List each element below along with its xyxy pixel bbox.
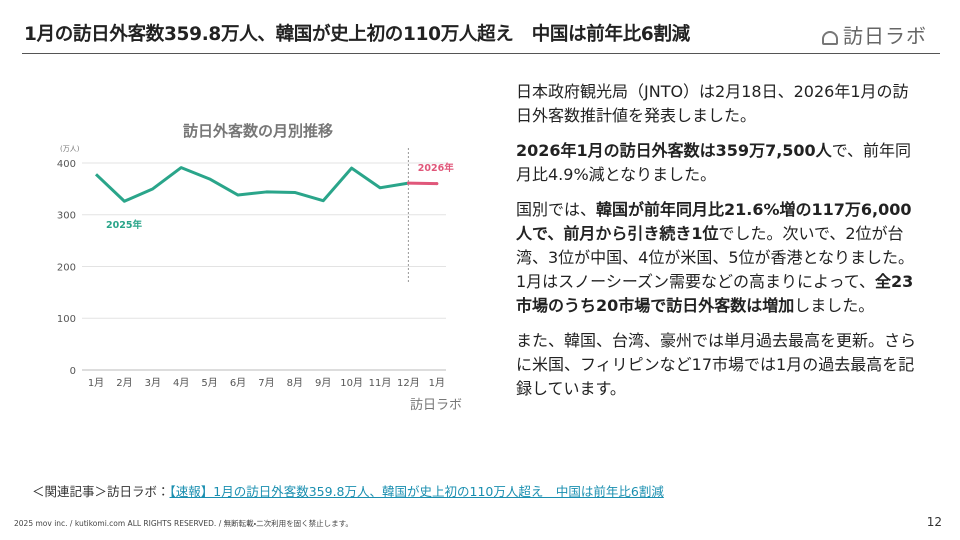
x-tick-label: 4月 [173, 377, 189, 389]
x-tick-label: 12月 [397, 377, 420, 389]
brand-logo: 訪日ラボ [822, 20, 927, 49]
x-tick-label: 7月 [258, 377, 274, 389]
text-run: 日本政府観光局（JNTO）は2月18日、2026年1月の訪日外客数推計値を発表し… [516, 82, 909, 125]
bold-text: 全23市場のうち20市場で訪日外客数は増加 [516, 272, 914, 315]
slide-title: 1月の訪日外客数359.8万人、韓国が史上初の110万人超え 中国は前年比6割減 [24, 24, 690, 45]
y-tick-label: 300 [57, 211, 76, 222]
y-tick-label: 400 [57, 159, 76, 170]
x-tick-label: 5月 [201, 377, 217, 389]
paragraph: 2026年1月の訪日外客数は359万7,500人で、前年同月比4.9%減となりま… [516, 139, 920, 187]
paragraph: また、韓国、台湾、豪州では単月過去最高を更新。さらに米国、フィリピンなど17市場… [516, 329, 920, 401]
title-rule [22, 53, 940, 54]
related-label: ＜関連記事＞訪日ラボ： [32, 484, 170, 499]
x-tick-label: 1月 [88, 377, 104, 389]
y-tick-label: 100 [57, 314, 76, 325]
chart: 訪日外客数の月別推移 (万人) 訪日ラボ 0 100 200 300 400 1月 2月 3月… [57, 122, 462, 413]
text-run: しました。 [794, 296, 875, 315]
body-text: 日本政府観光局（JNTO）は2月18日、2026年1月の訪日外客数推計値を発表し… [516, 80, 920, 412]
y-unit: (万人) [60, 145, 80, 153]
x-tick-label: 10月 [340, 377, 363, 389]
logo-icon [822, 31, 838, 45]
text-run: でした。次いで、2位が台湾、3位が中国、4位が米国、5位が香港となりました。1月… [516, 224, 915, 291]
x-tick-label: 3月 [145, 377, 161, 389]
y-tick-label: 200 [57, 262, 76, 273]
series-label: 2026年 [418, 162, 454, 174]
text-run: また、韓国、台湾、豪州では単月過去最高を更新。さらに米国、フィリピンなど17市場… [516, 331, 917, 398]
series-point [435, 182, 439, 186]
series-label: 2025年 [106, 219, 142, 231]
x-tick-label: 11月 [369, 377, 392, 389]
paragraph: 日本政府観光局（JNTO）は2月18日、2026年1月の訪日外客数推計値を発表し… [516, 80, 920, 128]
text-run: 国別では、 [516, 200, 597, 219]
series-connector [406, 181, 439, 186]
paragraph: 国別では、韓国が前年同月比21.6%増の117万6,000人で、前月から引き続き… [516, 198, 920, 318]
bold-text: 2026年1月の訪日外客数は359万7,500人 [516, 141, 832, 160]
x-tick-label: 6月 [230, 377, 246, 389]
x-tick-label: 8月 [287, 377, 303, 389]
text-run: で、前年同月比4.9%減となりました。 [516, 141, 912, 184]
bold-text: 韓国が前年同月比21.6%増の117万6,000人で、前月から引き続き1位 [516, 200, 912, 243]
chart-title: 訪日外客数の月別推移 [183, 122, 333, 140]
y-tick-label: 0 [70, 366, 76, 377]
copyright: 2025 mov inc. / kutikomi.com ALL RIGHTS … [14, 519, 353, 528]
related-article: ＜関連記事＞訪日ラボ：【速報】1月の訪日外客数359.8万人、韓国が史上初の11… [32, 481, 664, 500]
chart-logo: 訪日ラボ [410, 397, 462, 413]
x-tick-label: 9月 [315, 377, 331, 389]
x-tick-label: 2月 [116, 377, 132, 389]
x-tick-label: 1月 [429, 377, 445, 389]
related-link[interactable]: 【速報】1月の訪日外客数359.8万人、韓国が史上初の110万人超え 中国は前年… [169, 484, 664, 499]
series-line [94, 166, 409, 203]
page-number: 12 [926, 515, 942, 529]
logo-text: 訪日ラボ [843, 24, 927, 48]
